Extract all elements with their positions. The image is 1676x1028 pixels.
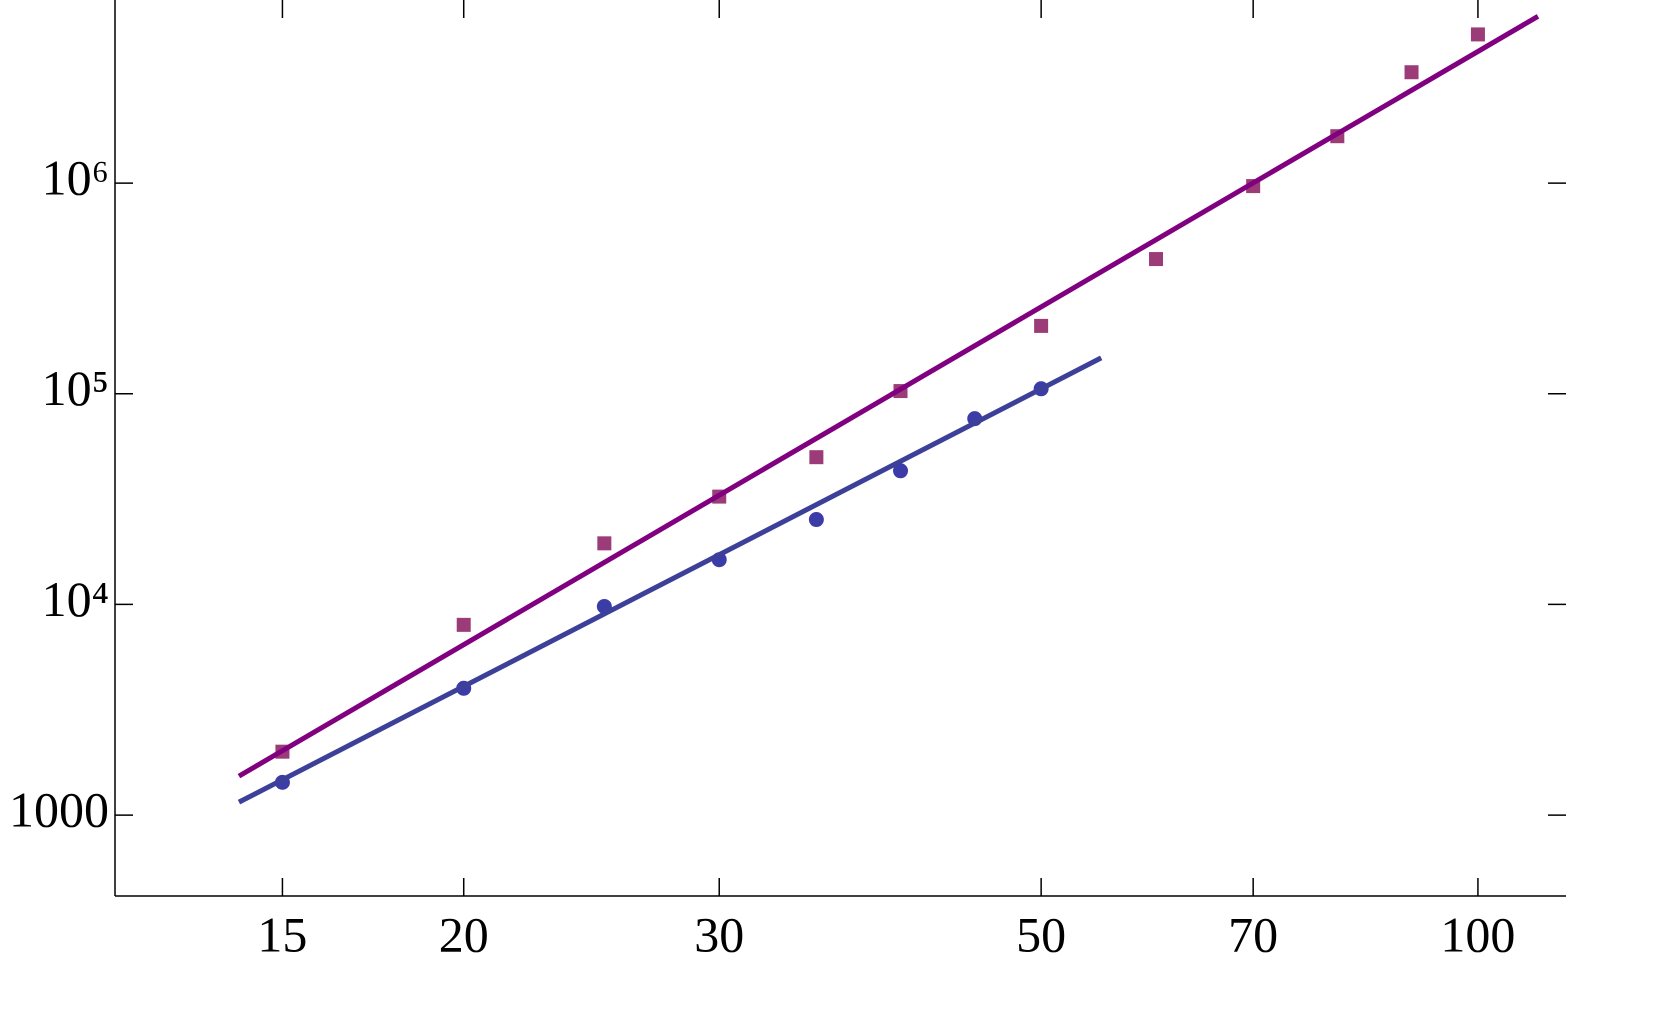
x-tick-label: 15 [257, 906, 307, 962]
x-tick-label: 20 [439, 906, 489, 962]
fit-line [237, 14, 1540, 779]
x-tick-label: 70 [1228, 906, 1278, 962]
circle-point [893, 463, 909, 479]
square-point [1034, 318, 1049, 333]
y-tick-label: 10⁴ [42, 571, 109, 627]
circle-point [808, 512, 824, 528]
square-point [597, 536, 612, 551]
x-tick-label: 100 [1440, 906, 1515, 962]
square-point [456, 617, 471, 632]
square-point [1470, 27, 1485, 42]
fit-line [237, 355, 1103, 805]
square-point [809, 450, 824, 465]
square-point [1149, 252, 1164, 267]
y-tick-label: 10⁵ [42, 360, 109, 416]
x-tick-label: 50 [1016, 906, 1066, 962]
square-point [1404, 65, 1419, 80]
y-tick-label: 10⁶ [42, 150, 109, 206]
y-tick-label: 1000 [9, 782, 109, 838]
x-tick-label: 30 [694, 906, 744, 962]
